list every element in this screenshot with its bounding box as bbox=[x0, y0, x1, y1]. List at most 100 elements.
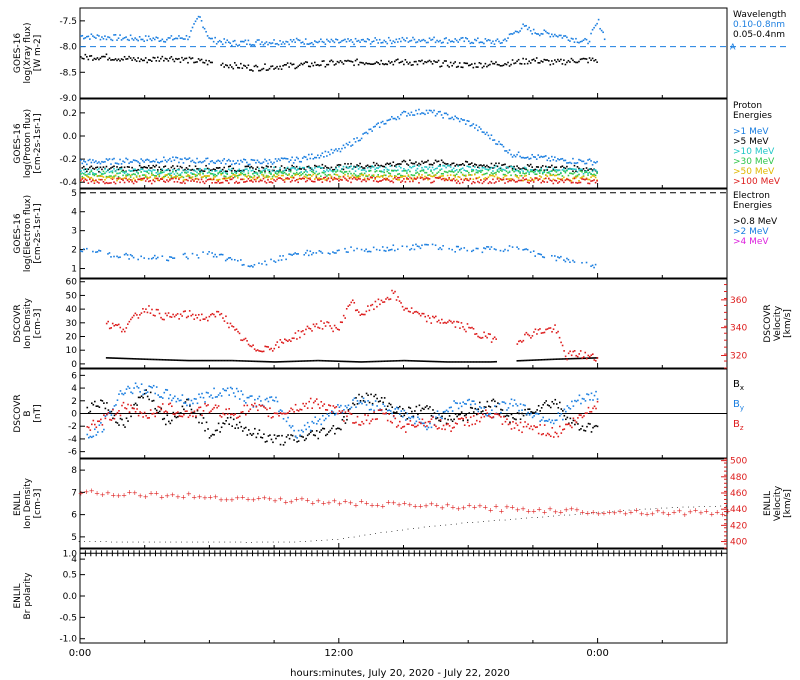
data-point bbox=[344, 360, 347, 363]
data-point bbox=[596, 61, 598, 63]
data-point bbox=[505, 150, 508, 152]
data-point bbox=[421, 360, 424, 362]
data-point bbox=[543, 256, 546, 259]
data-point bbox=[135, 60, 138, 62]
data-point bbox=[450, 320, 452, 323]
data-point bbox=[568, 423, 570, 425]
data-point bbox=[419, 113, 422, 115]
data-point bbox=[563, 166, 565, 169]
data-point bbox=[170, 359, 173, 361]
data-point bbox=[170, 172, 173, 175]
data-point bbox=[392, 181, 395, 184]
data-point bbox=[342, 144, 345, 147]
data-point bbox=[329, 153, 331, 156]
data-point bbox=[86, 426, 89, 428]
data-point bbox=[379, 409, 381, 412]
data-point bbox=[243, 427, 246, 430]
data-point bbox=[422, 168, 425, 171]
data-point bbox=[400, 410, 403, 412]
data-point bbox=[501, 170, 503, 172]
data-point bbox=[238, 168, 241, 171]
data-point bbox=[493, 172, 496, 174]
data-point bbox=[453, 361, 455, 363]
data-point bbox=[450, 430, 452, 433]
data-point bbox=[596, 160, 598, 163]
data-point bbox=[129, 170, 132, 172]
data-point bbox=[342, 176, 345, 178]
data-point bbox=[469, 361, 472, 363]
data-point bbox=[496, 165, 499, 168]
data-point bbox=[190, 359, 193, 362]
data-point bbox=[279, 255, 281, 257]
data-point bbox=[576, 171, 579, 173]
data-point bbox=[215, 42, 218, 45]
right-y-tick-label: 480 bbox=[730, 473, 747, 483]
data-point bbox=[502, 163, 505, 166]
data-point bbox=[129, 161, 132, 163]
data-point bbox=[397, 424, 400, 427]
data-point: + bbox=[83, 488, 89, 496]
data-point bbox=[581, 425, 584, 428]
data-point bbox=[415, 169, 417, 172]
data-point bbox=[529, 62, 532, 64]
data-point bbox=[555, 358, 558, 360]
data-point bbox=[189, 405, 191, 407]
data-point bbox=[523, 175, 526, 177]
data-point bbox=[593, 266, 595, 269]
data-point bbox=[487, 182, 490, 185]
data-point bbox=[276, 170, 278, 172]
data-point bbox=[483, 173, 485, 176]
data-point bbox=[254, 402, 256, 405]
data-point bbox=[240, 171, 242, 173]
data-point bbox=[362, 422, 365, 425]
data-point bbox=[360, 165, 363, 168]
data-point bbox=[585, 178, 588, 180]
data-point bbox=[123, 37, 126, 39]
data-point bbox=[376, 405, 378, 407]
data-point bbox=[258, 167, 260, 170]
data-point: . bbox=[375, 528, 377, 536]
data-point bbox=[311, 430, 314, 432]
data-point bbox=[147, 172, 150, 175]
data-point bbox=[273, 174, 275, 176]
data-point bbox=[368, 178, 370, 181]
data-point bbox=[533, 331, 535, 333]
data-point bbox=[155, 409, 158, 412]
data-point bbox=[390, 61, 393, 63]
data-point bbox=[428, 109, 431, 112]
data-point bbox=[182, 310, 185, 313]
data-point bbox=[161, 178, 164, 180]
data-point bbox=[243, 64, 245, 67]
data-point bbox=[208, 250, 210, 253]
data-point bbox=[504, 182, 506, 184]
data-point bbox=[267, 175, 269, 177]
data-point bbox=[525, 168, 527, 171]
data-point bbox=[386, 296, 389, 299]
data-point bbox=[541, 156, 544, 158]
data-point bbox=[197, 161, 200, 164]
data-point bbox=[492, 170, 494, 172]
data-point bbox=[495, 173, 497, 176]
data-point bbox=[406, 163, 408, 165]
data-point bbox=[543, 358, 546, 361]
data-point: . bbox=[186, 537, 188, 545]
data-point bbox=[300, 178, 303, 180]
data-point bbox=[173, 176, 176, 178]
data-point bbox=[578, 357, 581, 360]
data-point bbox=[380, 409, 383, 411]
data-point bbox=[350, 162, 352, 165]
data-point bbox=[225, 419, 227, 422]
data-point bbox=[400, 163, 402, 165]
data-point bbox=[213, 387, 215, 390]
data-point bbox=[569, 40, 571, 42]
data-point bbox=[457, 180, 460, 183]
data-point bbox=[187, 168, 189, 171]
data-point bbox=[280, 43, 283, 45]
data-point bbox=[522, 57, 524, 60]
data-point bbox=[124, 407, 126, 409]
data-point bbox=[579, 181, 582, 184]
data-point bbox=[469, 64, 472, 66]
data-point bbox=[428, 59, 431, 62]
data-point bbox=[320, 154, 322, 157]
data-point bbox=[395, 163, 398, 166]
